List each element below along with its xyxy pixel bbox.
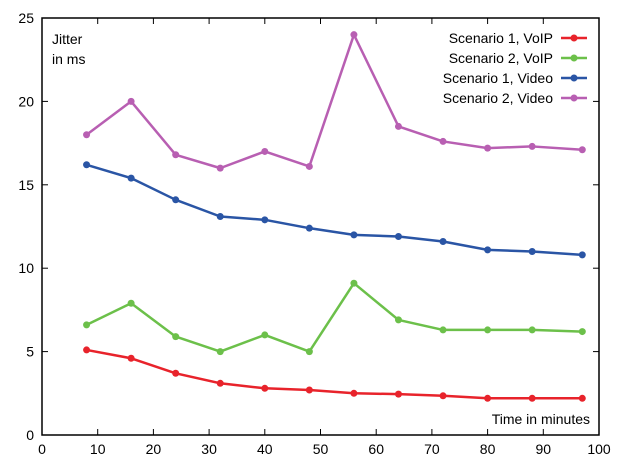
data-point <box>578 146 586 154</box>
data-point <box>350 31 358 39</box>
x-tick-label: 20 <box>146 441 162 457</box>
data-point <box>216 212 224 220</box>
data-point <box>127 174 135 182</box>
series-line <box>86 348 583 400</box>
data-point <box>305 162 313 170</box>
data-point <box>394 390 402 398</box>
data-point <box>83 346 91 354</box>
legend-label: Scenario 1, Video <box>443 70 553 86</box>
data-point <box>350 231 358 239</box>
data-point <box>578 394 586 402</box>
x-tick-label: 40 <box>257 441 273 457</box>
y-tick-label: 25 <box>18 10 34 26</box>
y-tick-label: 20 <box>18 93 34 109</box>
legend-swatch-point <box>570 54 578 62</box>
x-tick-label: 80 <box>480 441 496 457</box>
data-point <box>350 279 358 287</box>
data-point <box>439 137 447 145</box>
x-tick-label: 30 <box>201 441 217 457</box>
data-point <box>83 131 91 139</box>
y-axis-label-line1: Jitter <box>52 31 83 47</box>
data-point <box>439 326 447 334</box>
data-point <box>439 238 447 246</box>
data-point <box>261 147 269 155</box>
x-tick-label: 10 <box>90 441 106 457</box>
data-point <box>83 161 91 169</box>
y-tick-label: 10 <box>18 260 34 276</box>
data-point <box>172 369 180 377</box>
x-tick-label: 50 <box>313 441 329 457</box>
data-point <box>484 144 492 152</box>
y-tick-label: 5 <box>26 344 34 360</box>
data-point <box>484 326 492 334</box>
data-point <box>439 392 447 400</box>
data-point <box>394 233 402 241</box>
series-group <box>83 31 586 402</box>
data-point <box>127 299 135 307</box>
data-point <box>528 326 536 334</box>
x-tick-label: 90 <box>536 441 552 457</box>
x-tick-label: 70 <box>424 441 440 457</box>
data-point <box>216 348 224 356</box>
data-point <box>261 384 269 392</box>
y-axis-label-line2: in ms <box>52 51 85 67</box>
data-point <box>578 328 586 336</box>
legend-label: Scenario 2, Video <box>443 90 553 106</box>
legend: Scenario 1, VoIP Scenario 2, VoIP Scenario… <box>443 30 587 106</box>
data-point <box>305 224 313 232</box>
series-line <box>86 163 583 257</box>
axis-ticks: 0 10 20 30 40 50 60 70 80 90 100 0 5 10 15 20 25 <box>18 10 610 457</box>
data-point <box>484 394 492 402</box>
data-point <box>261 216 269 224</box>
legend-label: Scenario 1, VoIP <box>449 30 553 46</box>
data-point <box>394 122 402 130</box>
x-tick-label: 100 <box>587 441 611 457</box>
data-point <box>127 354 135 362</box>
series-line <box>86 281 583 353</box>
data-point <box>172 151 180 159</box>
data-point <box>216 379 224 387</box>
legend-swatch-point <box>570 74 578 82</box>
legend-label: Scenario 2, VoIP <box>449 50 553 66</box>
x-tick-label: 0 <box>38 441 46 457</box>
data-point <box>216 164 224 172</box>
x-axis-label: Time in minutes <box>492 411 590 427</box>
data-point <box>172 333 180 341</box>
data-point <box>127 97 135 105</box>
data-point <box>394 316 402 324</box>
y-tick-label: 15 <box>18 177 34 193</box>
data-point <box>305 348 313 356</box>
x-tick-label: 60 <box>368 441 384 457</box>
data-point <box>528 142 536 150</box>
data-point <box>528 394 536 402</box>
data-point <box>484 246 492 254</box>
data-point <box>83 321 91 329</box>
series-line <box>85 33 583 170</box>
y-tick-label: 0 <box>26 427 34 443</box>
data-point <box>578 251 586 259</box>
data-point <box>305 386 313 394</box>
data-point <box>528 248 536 256</box>
data-point <box>172 196 180 204</box>
data-point <box>261 331 269 339</box>
data-point <box>350 389 358 397</box>
legend-swatch-point <box>570 34 578 42</box>
legend-swatch-point <box>570 94 578 102</box>
